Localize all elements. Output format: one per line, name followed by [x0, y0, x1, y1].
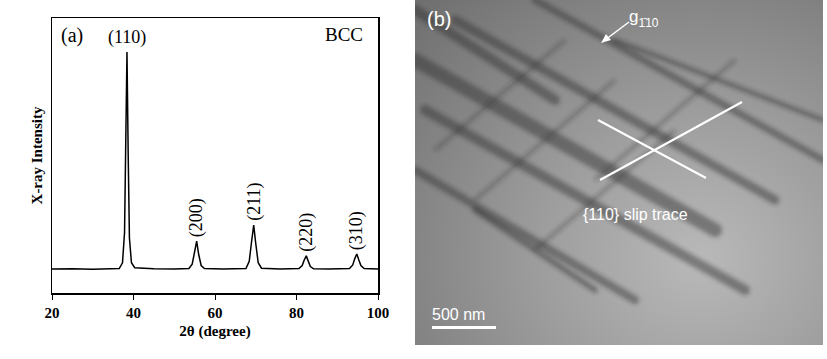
svg-text:(b): (b) [427, 8, 451, 30]
svg-text:(211): (211) [244, 182, 265, 220]
svg-text:(a): (a) [61, 24, 83, 47]
svg-text:80: 80 [289, 305, 304, 321]
svg-text:{110} slip trace: {110} slip trace [583, 206, 688, 223]
svg-text:(220): (220) [296, 213, 317, 252]
svg-text:(200): (200) [186, 198, 207, 237]
svg-text:g1̄10: g1̄10 [629, 7, 659, 30]
svg-text:(110): (110) [108, 27, 146, 48]
svg-text:X-ray Intensity: X-ray Intensity [29, 106, 45, 204]
svg-text:BCC: BCC [325, 24, 363, 45]
svg-text:60: 60 [208, 305, 223, 321]
svg-text:40: 40 [126, 305, 141, 321]
svg-text:100: 100 [367, 305, 390, 321]
svg-text:2θ (degree): 2θ (degree) [179, 323, 250, 340]
svg-text:(310): (310) [346, 211, 367, 250]
svg-text:500 nm: 500 nm [432, 306, 485, 323]
svg-text:20: 20 [45, 305, 60, 321]
